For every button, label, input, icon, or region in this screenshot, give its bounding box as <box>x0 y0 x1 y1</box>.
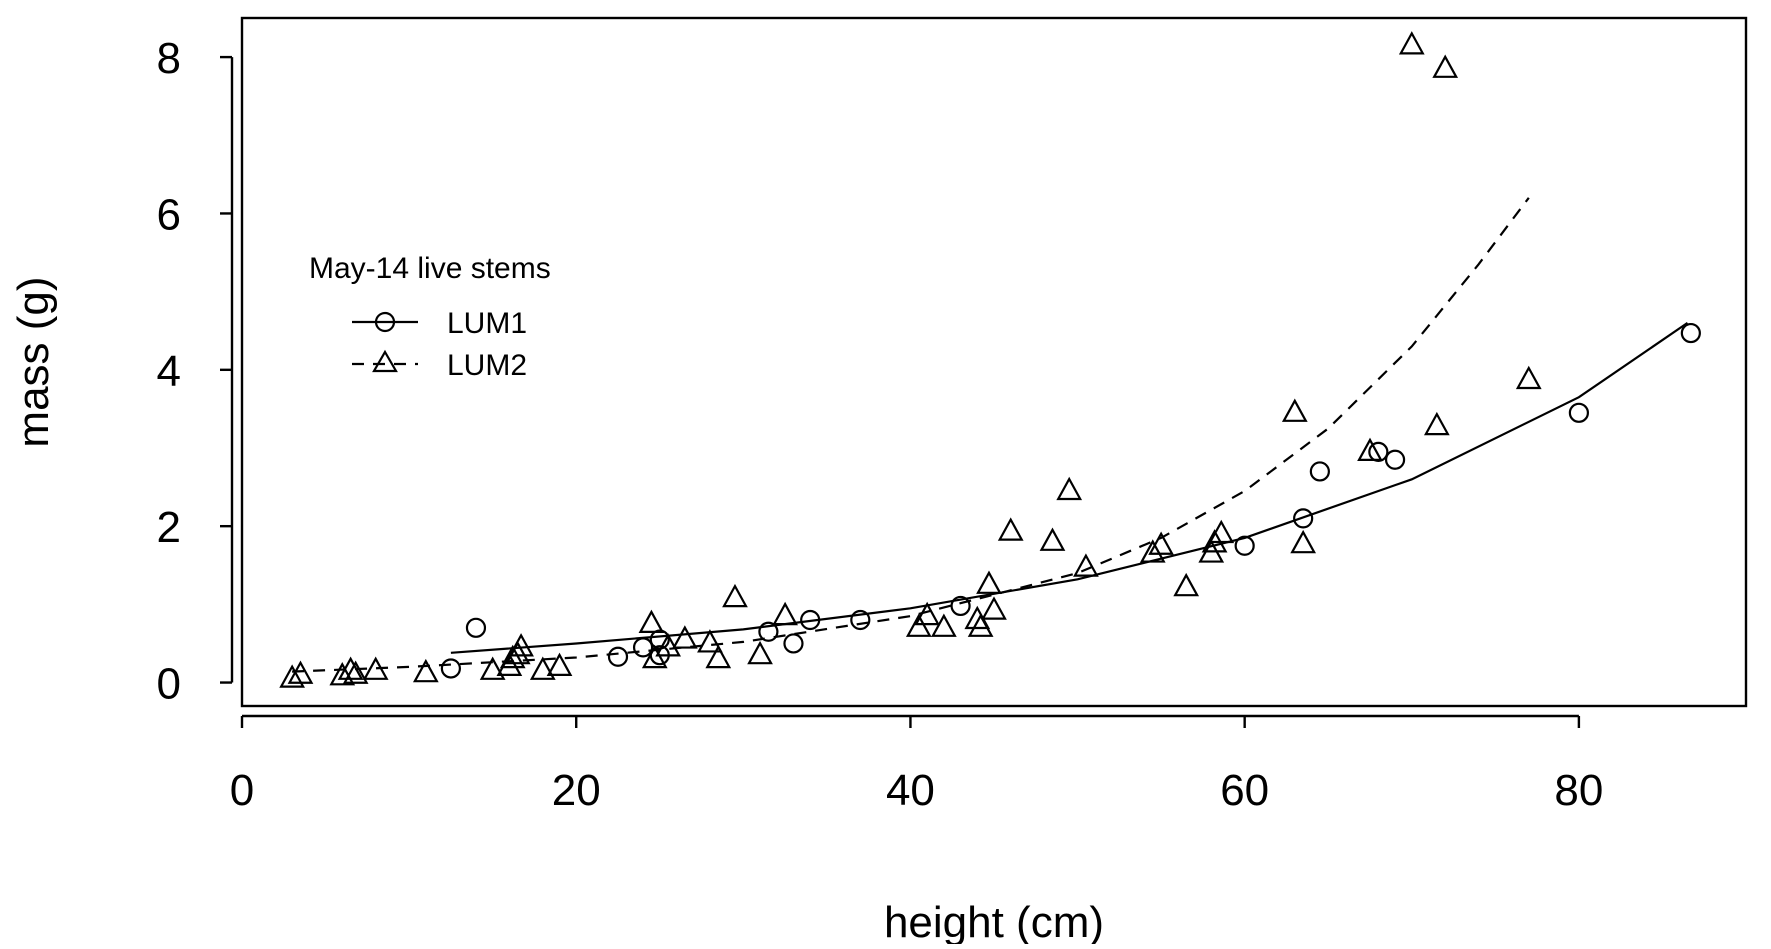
y-tick-label: 2 <box>157 503 181 552</box>
point-lum1 <box>1680 322 1701 344</box>
point-lum2 <box>546 652 573 677</box>
point-lum1 <box>1309 461 1330 482</box>
point-lum2 <box>1139 539 1166 563</box>
legend: May-14 live stems LUM1 LUM2 <box>309 252 551 382</box>
point-lum1 <box>758 621 779 642</box>
point-lum2 <box>337 656 364 680</box>
point-lum2 <box>1423 411 1450 436</box>
point-lum2 <box>1290 529 1317 554</box>
point-lum2 <box>931 613 957 637</box>
point-lum2 <box>905 613 932 637</box>
point-lum1 <box>783 633 804 654</box>
plot-frame <box>240 16 1748 708</box>
point-lum2 <box>1398 31 1425 55</box>
point-lum2 <box>1208 519 1235 544</box>
y-axis: 0 2 4 6 8 <box>157 34 234 709</box>
point-lum2 <box>967 613 994 637</box>
x-axis-title: height (cm) <box>884 898 1104 944</box>
legend-marker-lum1 <box>374 311 396 333</box>
point-lum2 <box>655 633 681 657</box>
legend-entry-lum1: LUM1 <box>352 307 527 340</box>
x-axis: 0 20 40 60 80 <box>230 714 1603 815</box>
legend-label-lum2: LUM2 <box>447 349 527 382</box>
point-lum2 <box>1173 572 1200 597</box>
point-lum2 <box>641 644 668 669</box>
point-lum1 <box>1384 449 1406 470</box>
fit-line-lum1 <box>450 321 1689 654</box>
y-tick-label: 8 <box>157 34 181 83</box>
point-lum2 <box>529 656 556 680</box>
fit-lines <box>292 197 1689 673</box>
legend-title: May-14 live stems <box>309 252 551 285</box>
point-lum2 <box>1357 437 1383 462</box>
point-lum2 <box>342 660 369 684</box>
y-tick-label: 0 <box>157 660 181 709</box>
point-lum2 <box>1281 398 1308 422</box>
point-lum2 <box>287 660 314 684</box>
point-lum2 <box>1432 54 1459 78</box>
point-lum2 <box>914 601 941 626</box>
point-lum2 <box>412 658 439 683</box>
point-lum2 <box>997 517 1024 541</box>
x-tick-label: 80 <box>1554 766 1603 815</box>
x-tick-label: 0 <box>230 766 254 815</box>
point-lum2 <box>329 662 356 686</box>
point-lum2 <box>1073 553 1099 577</box>
point-lum1 <box>607 646 629 667</box>
point-lum1 <box>440 658 461 679</box>
point-lum1 <box>632 637 654 658</box>
point-lum2 <box>671 625 698 649</box>
point-lum2 <box>638 609 665 634</box>
point-lum1 <box>800 609 821 631</box>
point-lum2 <box>479 656 506 680</box>
point-lum2 <box>976 570 1002 594</box>
x-tick-label: 20 <box>552 766 601 815</box>
point-lum2 <box>772 601 798 626</box>
point-lum1 <box>1568 402 1589 423</box>
data-points <box>279 31 1701 688</box>
point-lum1 <box>950 595 971 617</box>
point-lum1 <box>850 609 871 631</box>
legend-marker-lum2 <box>372 349 398 373</box>
point-lum2 <box>705 644 732 669</box>
point-lum2 <box>279 664 305 688</box>
point-lum1 <box>465 617 487 638</box>
point-lum2 <box>1039 527 1066 551</box>
point-lum2 <box>747 640 773 665</box>
point-lum2 <box>722 583 748 608</box>
point-lum2 <box>362 656 389 680</box>
point-lum1 <box>1293 508 1314 529</box>
point-lum2 <box>981 596 1007 620</box>
legend-entry-lum2: LUM2 <box>352 349 527 382</box>
point-lum2 <box>697 629 723 653</box>
x-tick-label: 60 <box>1220 766 1269 815</box>
point-lum2 <box>499 644 526 669</box>
y-tick-label: 6 <box>157 190 181 239</box>
point-lum2 <box>1148 531 1174 555</box>
fit-line-lum2 <box>292 197 1530 673</box>
y-tick-label: 4 <box>157 347 181 396</box>
legend-label-lum1: LUM1 <box>447 307 527 340</box>
point-lum2 <box>508 633 534 657</box>
x-tick-label: 40 <box>886 766 935 815</box>
point-lum2 <box>1056 476 1083 501</box>
point-lum2 <box>1515 365 1542 390</box>
point-lum1 <box>1234 535 1255 556</box>
y-axis-title: mass (g) <box>9 276 58 447</box>
